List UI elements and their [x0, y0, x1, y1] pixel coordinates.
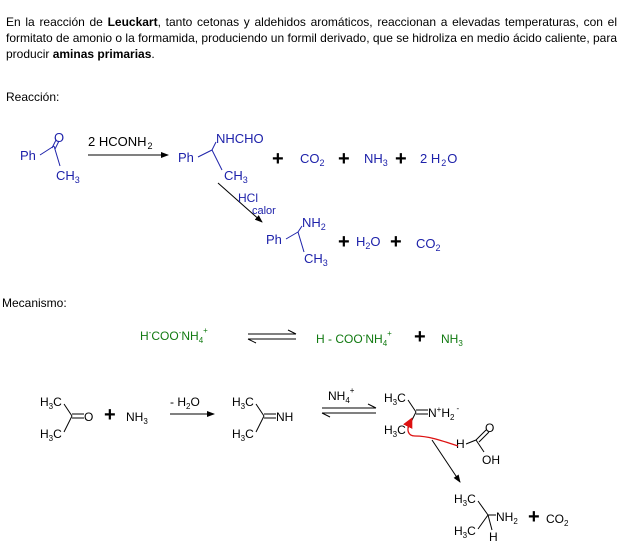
- acetone: H3C H3C O: [40, 395, 93, 443]
- plus-sign: +: [272, 148, 284, 170]
- intro-bold-leuckart: Leuckart: [107, 15, 158, 29]
- intro-bold-aminas: aminas primarias: [52, 47, 152, 61]
- ph-label: Ph: [266, 232, 282, 247]
- nh3-label: NH3: [364, 151, 388, 168]
- reactant-acetophenone: Ph O CH3: [20, 130, 80, 185]
- ph-label: Ph: [178, 150, 194, 165]
- h3c-label: H3C: [40, 427, 62, 443]
- formic-acid: H O OH: [456, 421, 500, 467]
- mechanism-label: Mecanismo:: [2, 296, 67, 310]
- water-label: 2 H2O: [420, 151, 457, 168]
- product-formyl-derivative: Ph NHCHO CH3: [178, 131, 264, 185]
- nhcho-label: NHCHO: [216, 131, 264, 146]
- o-label: O: [485, 421, 494, 435]
- product-primary-amine: Ph NH2 CH3: [266, 215, 328, 268]
- ch3-label: CH3: [304, 251, 328, 268]
- reagent-formamide: 2 HCONH2: [88, 134, 153, 151]
- ch3-label: CH3: [224, 168, 248, 185]
- calor-label: calor: [252, 205, 276, 217]
- n-plus-h2-label: N+H2-: [428, 404, 459, 422]
- ch3-label: CH3: [56, 168, 80, 185]
- water-label: H2O: [356, 234, 381, 251]
- o-label: O: [54, 130, 64, 145]
- intro-text-2: , tanto cetonas y aldehidos aromáticos, …: [6, 15, 618, 61]
- equilibrium-arrow-1: [247, 329, 297, 344]
- o-label: O: [84, 410, 93, 424]
- formate-ion-pair: H - COO-NH4+: [316, 329, 392, 348]
- co2-label: CO2: [416, 236, 441, 253]
- h3c-label: H3C: [454, 524, 476, 540]
- iminium-ion: H3C H3C N+H2-: [384, 391, 459, 439]
- h3c-label: H3C: [454, 492, 476, 508]
- ammonia-label: NH3: [126, 410, 148, 426]
- plus-sign: +: [390, 231, 402, 253]
- imine: H3C H3C NH: [232, 395, 293, 443]
- nh2-label: NH2: [496, 510, 518, 526]
- oh-label: OH: [482, 453, 500, 467]
- ammonium-label: NH4+: [328, 386, 355, 405]
- plus-sign: +: [104, 404, 116, 426]
- h3c-label: H3C: [40, 395, 62, 411]
- equilibrium-arrow-2: [321, 403, 377, 418]
- hcl-label: HCl: [238, 191, 258, 205]
- co2-label: CO2: [300, 151, 325, 168]
- plus-sign: +: [414, 326, 426, 348]
- reaction-label: Reacción:: [6, 90, 60, 104]
- h3c-label: H3C: [384, 423, 406, 439]
- h3c-label: H3C: [384, 391, 406, 407]
- co2-label: CO2: [546, 512, 569, 528]
- h3c-label: H3C: [232, 427, 254, 443]
- decarboxylation-arrow: [431, 439, 461, 483]
- plus-sign: +: [395, 148, 407, 170]
- plus-sign: +: [338, 231, 350, 253]
- hydrolysis-arrow: [217, 182, 263, 223]
- plus-sign: +: [528, 506, 540, 528]
- ammonia-label: NH3: [441, 332, 463, 348]
- isopropylamine: H3C H3C NH2 H: [454, 492, 518, 544]
- nh2-label: NH2: [302, 215, 326, 232]
- h-label: H: [489, 530, 498, 544]
- plus-sign: +: [338, 148, 350, 170]
- intro-text-3: .: [151, 47, 155, 61]
- minus-water-label: - H2O: [170, 395, 200, 411]
- h3c-label: H3C: [232, 395, 254, 411]
- h-label: H: [456, 437, 465, 451]
- intro-paragraph: En la reacción de Leuckart, tanto cetona…: [6, 14, 617, 62]
- ph-label: Ph: [20, 148, 36, 163]
- ammonium-formate: H-COO-NH4+: [140, 326, 208, 345]
- hydride-transfer-arrow: [403, 417, 459, 447]
- nh-label: NH: [276, 410, 293, 424]
- intro-text-1: En la reacción de: [6, 15, 108, 29]
